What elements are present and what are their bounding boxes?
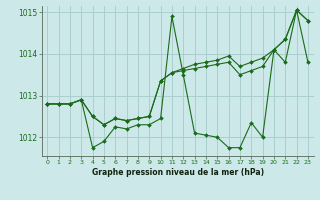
X-axis label: Graphe pression niveau de la mer (hPa): Graphe pression niveau de la mer (hPa) xyxy=(92,168,264,177)
